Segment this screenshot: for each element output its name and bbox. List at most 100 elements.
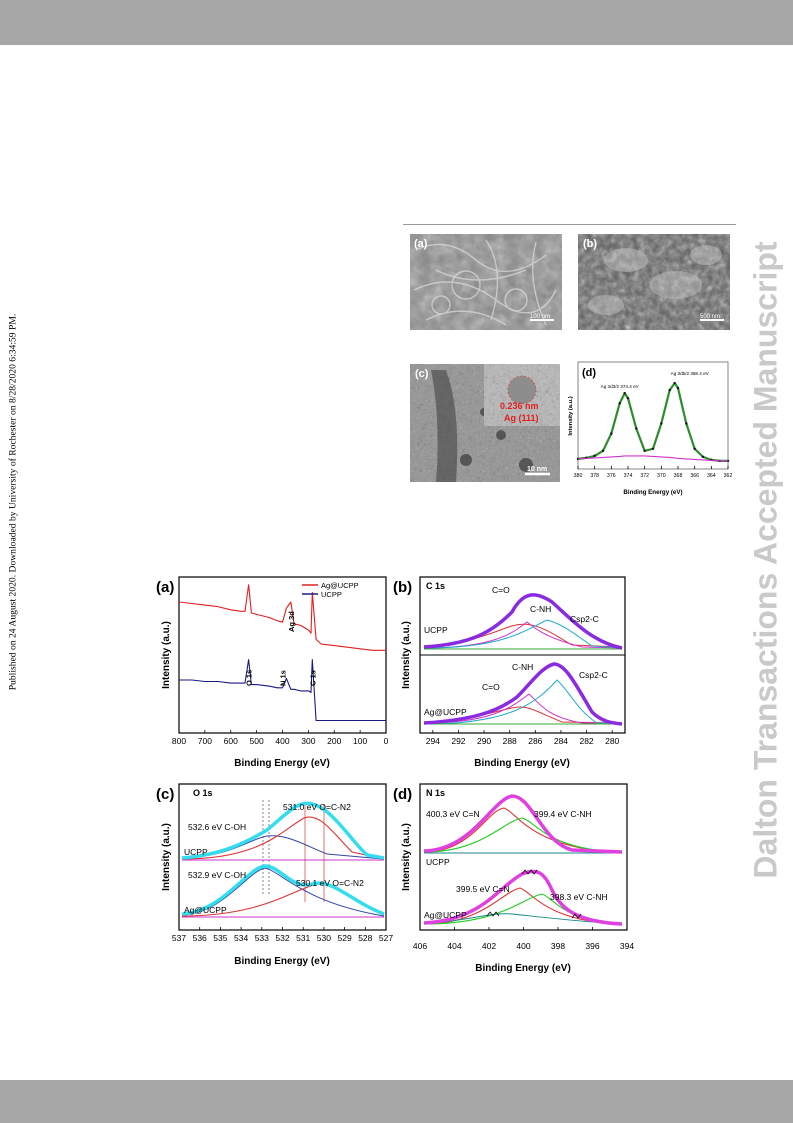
panel-title: C 1s [426, 581, 445, 591]
x-axis-label: Binding Energy (eV) [234, 956, 330, 967]
x-tick-label: 372 [640, 473, 649, 479]
legend-label: UCPP [321, 590, 342, 599]
data-point [601, 449, 605, 452]
x-tick-label: 0 [384, 736, 389, 746]
ag-ucpp-fit-curves [423, 662, 623, 726]
data-point [635, 427, 638, 430]
annotation-co-1: C=O [492, 585, 510, 595]
x-tick-label: 380 [574, 473, 583, 479]
data-point [618, 402, 621, 405]
x-tick-labels: 294 292 290 288 286 284 282 280 [426, 736, 620, 746]
footer-bar [0, 1080, 793, 1123]
x-tick-label: 527 [379, 933, 393, 943]
panel-title: O 1s [193, 788, 213, 798]
y-axis-label: Intensity (a.u.) [401, 621, 412, 689]
x-tick-label: 500 [250, 736, 264, 746]
accepted-manuscript-watermark: Dalton Transactions Accepted Manuscript [747, 241, 784, 879]
x-tick-label: 280 [605, 736, 619, 746]
scale-bar-label-a: 100 nm [530, 314, 550, 320]
series-line-ag-ucpp [178, 584, 386, 651]
sample-label-ag-ucpp: Ag@UCPP [424, 910, 467, 920]
o1s-spectrum-chart: (c) O 1s UCPP Ag@UCPP 532.6 eV C-OH 531.… [156, 783, 393, 967]
x-tick-label: 530 [317, 933, 331, 943]
y-axis-label: Intensity (a.u.) [568, 396, 574, 435]
x-axis-label: Binding Energy (eV) [475, 963, 571, 974]
x-tick-label: 366 [690, 473, 699, 479]
peak-label: N 1s [279, 670, 288, 686]
data-point [660, 422, 663, 425]
ag-ucpp-fit-curves [423, 869, 623, 926]
data-point [610, 432, 613, 435]
sample-label-ag-ucpp: Ag@UCPP [424, 707, 467, 717]
sample-label-ucpp: UCPP [184, 847, 208, 857]
x-tick-label: 400 [516, 941, 530, 951]
plot-frame [419, 783, 628, 931]
figure-1: (a) 100 nm (b) 500 nm (c) 0.236 nm Ag (1… [410, 234, 733, 496]
data-point [623, 391, 626, 395]
panel-label-d: (d) [582, 367, 596, 379]
annotation-csp2-2: Csp2-C [579, 670, 608, 680]
x-tick-label: 290 [477, 736, 491, 746]
ucpp-fit-curves [423, 794, 623, 854]
tem-image-c: (c) 0.236 nm Ag (111) 10 nm [410, 364, 560, 482]
x-tick-label: 294 [426, 736, 440, 746]
annotation-coh-1: 532.6 eV C-OH [188, 822, 246, 832]
panel-label-c: (c) [156, 786, 174, 803]
y-axis-label: Intensity (a.u.) [161, 621, 172, 689]
x-tick-label: 370 [657, 473, 666, 479]
peak-label: Ag 3d3/2 374.4 eV [601, 384, 640, 389]
download-note: Published on 24 August 2020. Downloaded … [7, 313, 19, 691]
legend-label: Ag@UCPP [321, 581, 359, 590]
x-tick-label: 284 [554, 736, 568, 746]
x-tick-label: 537 [172, 933, 186, 943]
x-tick-label: 286 [528, 736, 542, 746]
x-tick-labels: 406 404 402 400 398 396 394 [413, 941, 634, 951]
ag-ucpp-fit-curves [181, 864, 385, 918]
x-tick-label: 374 [624, 473, 633, 479]
data-point [701, 455, 705, 459]
x-tick-labels: 380 378 376 374 372 370 368 366 364 362 [574, 473, 733, 479]
plot-frame [577, 361, 729, 470]
plot-area [576, 381, 730, 463]
x-tick-label: 800 [172, 736, 186, 746]
peak-annotations: Ag 3d O 1s N 1s C 1s [245, 611, 318, 686]
annotation-cnh-2: 398.3 eV C-NH [550, 892, 608, 902]
sample-label-ag-ucpp: Ag@UCPP [184, 905, 227, 915]
peak-label: Ag 3d [287, 611, 296, 632]
annotation-cnh-2: C-NH [512, 662, 533, 672]
x-tick-label: 531 [296, 933, 310, 943]
n1s-spectrum-chart: (d) N 1s UCPP Ag@UCPP 400.3 eV C=N 399.4… [393, 783, 634, 974]
data-point [668, 388, 671, 392]
x-tick-label: 528 [358, 933, 372, 943]
x-tick-label: 362 [724, 473, 733, 479]
header-bar [0, 0, 793, 45]
panel-title: N 1s [426, 788, 445, 798]
panel-label-a: (a) [156, 579, 174, 596]
data-point [685, 422, 688, 425]
annotation-cn-2: 399.5 eV C=N [456, 884, 510, 894]
x-tick-label: 364 [707, 473, 716, 479]
sample-label-ucpp: UCPP [424, 625, 448, 635]
x-tick-label: 700 [198, 736, 212, 746]
x-axis-label: Binding Energy (eV) [234, 758, 330, 769]
series-line-ucpp [179, 659, 386, 722]
lattice-spacing-label: 0.236 nm [500, 401, 539, 411]
peak-label: O 1s [245, 670, 254, 686]
annotation-cnh-1: 399.4 eV C-NH [534, 809, 592, 819]
x-tick-label: 394 [620, 941, 634, 951]
x-tick-label: 288 [503, 736, 517, 746]
x-tick-label: 532 [275, 933, 289, 943]
x-tick-label: 535 [213, 933, 227, 943]
c1s-spectrum-chart: (b) C 1s UCPP Ag@UCPP C=O C-NH Csp2-C C=… [393, 576, 626, 769]
data-point [643, 449, 646, 452]
x-tick-label: 400 [275, 736, 289, 746]
x-tick-label: 404 [447, 941, 461, 951]
x-tick-label: 200 [327, 736, 341, 746]
x-axis-label: Binding Energy (eV) [474, 758, 570, 769]
x-tick-label: 533 [255, 933, 269, 943]
data-point [673, 381, 676, 385]
scale-bar-label-c: 10 nm [527, 466, 547, 473]
x-tick-label: 600 [224, 736, 238, 746]
scale-bar-label-b: 500 nm [700, 314, 720, 320]
data-point [676, 386, 680, 390]
